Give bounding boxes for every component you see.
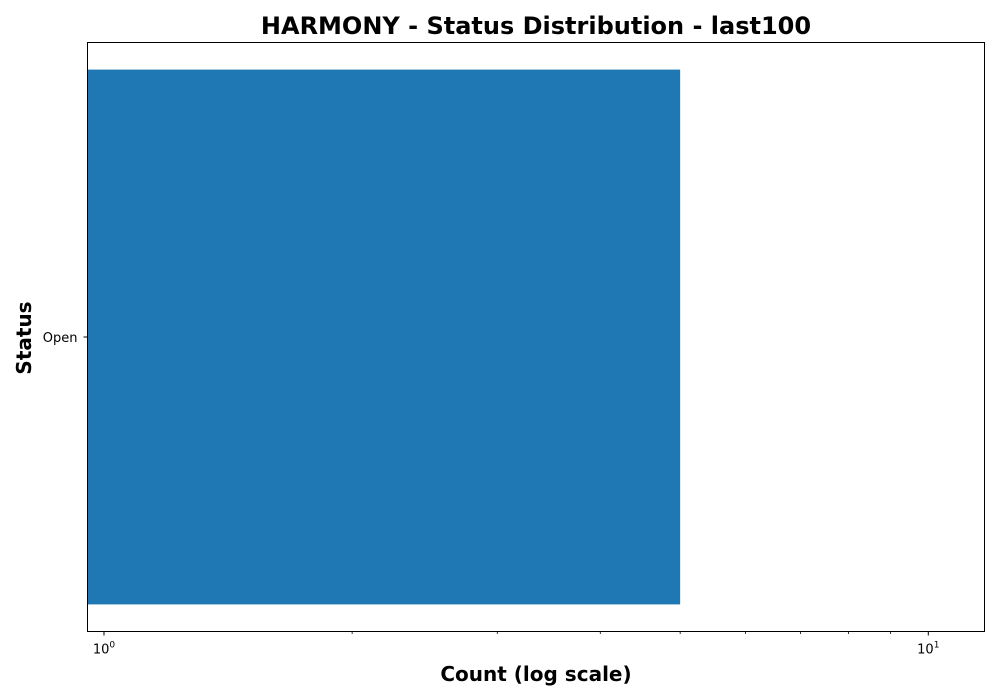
x-tick-label: 101 bbox=[917, 641, 939, 658]
y-axis-label: Status bbox=[12, 301, 36, 374]
x-axis-ticks: 100 101 bbox=[93, 631, 939, 658]
bar-open bbox=[87, 69, 681, 605]
x-axis-label: Count (log scale) bbox=[440, 662, 631, 686]
x-tick-label: 100 bbox=[93, 641, 116, 658]
y-axis-ticks: Open bbox=[43, 331, 88, 346]
chart-title: HARMONY - Status Distribution - last100 bbox=[261, 12, 811, 40]
y-tick-label: Open bbox=[43, 331, 78, 346]
bars-group bbox=[87, 69, 681, 605]
